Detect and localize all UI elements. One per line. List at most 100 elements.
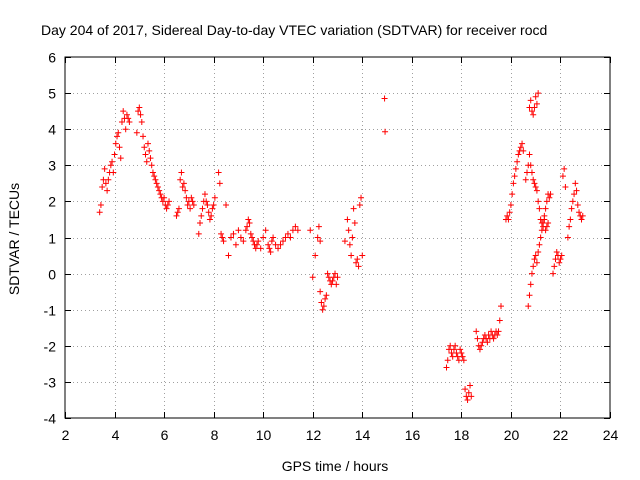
data-point xyxy=(151,173,158,180)
data-point xyxy=(110,169,117,176)
data-points xyxy=(96,90,586,403)
data-point xyxy=(187,205,194,212)
data-point xyxy=(535,198,542,205)
data-point xyxy=(235,227,242,234)
data-point xyxy=(257,245,264,252)
data-point xyxy=(537,234,544,241)
y-axis-label: SDTVAR / TECUs xyxy=(6,183,22,295)
data-point xyxy=(484,339,491,346)
data-point xyxy=(558,252,565,259)
data-point xyxy=(536,241,543,248)
x-axis-label: GPS time / hours xyxy=(282,458,389,474)
data-point xyxy=(566,223,573,230)
data-point xyxy=(531,256,538,263)
data-point xyxy=(533,187,540,194)
data-point xyxy=(551,263,558,270)
data-point xyxy=(531,180,538,187)
data-point xyxy=(317,238,324,245)
data-point xyxy=(345,227,352,234)
data-point xyxy=(154,183,161,190)
data-point xyxy=(156,187,163,194)
data-point xyxy=(144,140,151,147)
data-point xyxy=(149,169,156,176)
data-point xyxy=(452,342,459,349)
data-point xyxy=(530,263,537,270)
data-point xyxy=(547,191,554,198)
data-point xyxy=(102,180,109,187)
data-point xyxy=(97,202,104,209)
x-tick-label: 8 xyxy=(211,427,219,443)
data-point xyxy=(204,202,211,209)
data-point xyxy=(574,202,581,209)
plot-frame xyxy=(64,56,611,419)
data-point xyxy=(530,111,537,118)
data-point xyxy=(546,194,553,201)
data-point xyxy=(230,230,237,237)
data-point xyxy=(211,194,218,201)
data-point xyxy=(115,129,122,136)
data-point xyxy=(350,205,357,212)
data-point xyxy=(553,248,560,255)
x-tick-label: 10 xyxy=(256,427,272,443)
data-point xyxy=(344,216,351,223)
chart-title: Day 204 of 2017, Sidereal Day-to-day VTE… xyxy=(41,22,547,38)
data-point xyxy=(510,180,517,187)
x-tick-label: 18 xyxy=(454,427,470,443)
data-point xyxy=(275,245,282,252)
data-point xyxy=(349,234,356,241)
data-point xyxy=(309,274,316,281)
data-point xyxy=(174,209,181,216)
data-point xyxy=(462,386,469,393)
data-point xyxy=(125,115,132,122)
y-tick-label: 1 xyxy=(48,231,56,247)
data-point xyxy=(509,191,516,198)
data-point xyxy=(568,205,575,212)
data-point xyxy=(511,173,518,180)
data-point xyxy=(201,191,208,198)
data-point xyxy=(530,176,537,183)
data-point xyxy=(317,288,324,295)
data-point xyxy=(245,216,252,223)
data-point xyxy=(538,227,545,234)
data-point xyxy=(498,303,504,310)
data-point xyxy=(514,158,521,165)
data-point xyxy=(232,241,239,248)
x-tick-label: 2 xyxy=(62,427,70,443)
data-point xyxy=(210,202,217,209)
data-point xyxy=(157,191,164,198)
data-point xyxy=(96,209,103,216)
data-point xyxy=(215,169,222,176)
data-point xyxy=(505,216,512,223)
data-point xyxy=(444,357,451,364)
data-point xyxy=(195,230,202,237)
data-point xyxy=(533,259,540,266)
data-point xyxy=(109,158,116,165)
data-point xyxy=(247,230,254,237)
data-point xyxy=(540,220,547,227)
data-point xyxy=(237,234,244,241)
data-point xyxy=(118,118,125,125)
data-point xyxy=(184,202,191,209)
data-point xyxy=(267,248,274,255)
data-point xyxy=(225,252,232,259)
data-point xyxy=(143,158,150,165)
data-point xyxy=(450,346,457,353)
data-point xyxy=(496,317,503,324)
data-point xyxy=(265,241,272,248)
data-point xyxy=(532,252,539,259)
data-point xyxy=(576,209,583,216)
data-point xyxy=(126,118,133,125)
data-point xyxy=(459,353,466,360)
data-point xyxy=(507,202,514,209)
data-point xyxy=(166,198,173,205)
data-point xyxy=(122,126,129,133)
data-point xyxy=(333,281,340,288)
data-point xyxy=(334,274,341,281)
data-point xyxy=(458,350,465,357)
data-point xyxy=(522,176,529,183)
data-point xyxy=(209,205,216,212)
data-point xyxy=(532,93,539,100)
y-tick-label: -4 xyxy=(44,411,57,427)
data-point xyxy=(178,169,185,176)
data-point xyxy=(550,270,557,277)
